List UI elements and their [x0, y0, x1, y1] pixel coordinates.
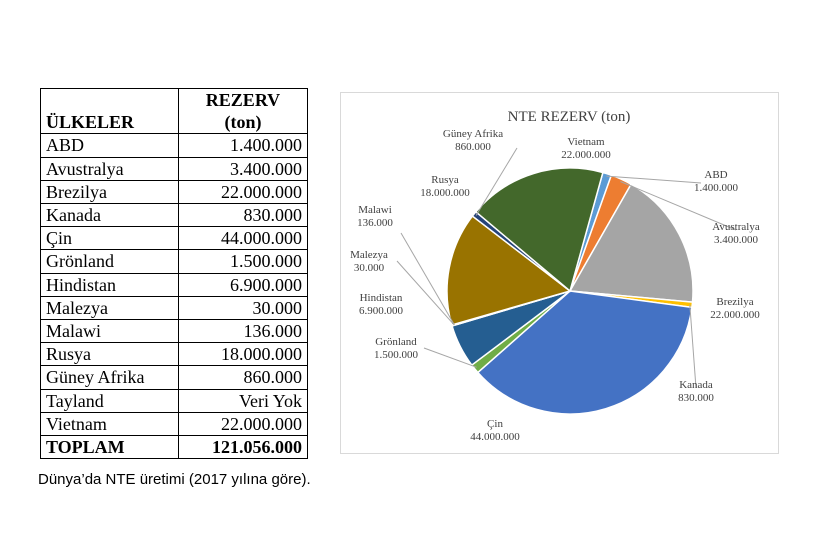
country-cell: ABD	[40, 133, 179, 158]
reserve-cell: 860.000	[178, 365, 308, 390]
figure-caption: Dünya’da NTE üretimi (2017 yılına göre).	[38, 471, 311, 488]
reserve-cell: 1.400.000	[178, 133, 308, 158]
reserve-cell: 18.000.000	[178, 342, 308, 367]
header-reserve-line2: (ton)	[224, 112, 262, 133]
slice-value-label-1: 3.400.000	[714, 234, 759, 246]
country-cell: Tayland	[40, 388, 179, 413]
slice-name-label-6: Hindistan	[360, 292, 403, 304]
leader-line-10	[475, 147, 518, 216]
slice-value-label-2: 22.000.000	[710, 309, 760, 321]
slice-name-label-9: Rusya	[431, 174, 459, 186]
reserve-table: ÜLKELER REZERV (ton) ABD 1.400.000 Avustra…	[40, 87, 308, 460]
slice-name-label-5: Grönland	[375, 336, 417, 348]
slice-value-label-3: 830.000	[678, 392, 714, 404]
reserve-cell: 30.000	[178, 295, 308, 321]
table-row: Kanada 830.000	[40, 203, 308, 228]
header-reserve-line1: REZERV	[205, 90, 281, 110]
table-row: Brezilya 22.000.000	[40, 179, 308, 205]
pie-slice-4	[476, 290, 693, 415]
leader-line-0	[606, 175, 702, 184]
pie-slices	[446, 167, 694, 415]
table-row: ABD 1.400.000	[40, 133, 308, 158]
slice-value-label-11: 22.000.000	[561, 149, 611, 161]
reserve-table-container: ÜLKELER REZERV (ton) ABD 1.400.000 Avustra…	[40, 87, 308, 460]
country-cell: Avustralya	[40, 156, 179, 181]
slice-name-label-7: Malezya	[350, 249, 388, 261]
slice-name-label-1: Avustralya	[712, 221, 760, 233]
table-row: Güney Afrika 860.000	[40, 365, 308, 390]
country-cell: Güney Afrika	[40, 365, 179, 390]
table-row: Grönland 1.500.000	[40, 249, 308, 274]
pie-chart-panel: NTE REZERV (ton) ABD 1.400.000 Avustralya 3…	[340, 92, 779, 454]
chart-title: NTE REZERV (ton)	[508, 109, 631, 125]
country-cell: Grönland	[40, 249, 179, 274]
slice-value-label-4: 44.000.000	[470, 431, 520, 443]
table-row: Vietnam 22.000.000	[40, 411, 308, 437]
table-row: Malawi 136.000	[40, 319, 308, 344]
table-row: Rusya 18.000.000	[40, 342, 308, 367]
table-body: ABD 1.400.000 Avustralya 3.400.000 Brezilya 2…	[40, 133, 308, 437]
slice-name-label-8: Malawi	[358, 204, 392, 216]
reserve-cell: 3.400.000	[178, 156, 308, 181]
slice-value-label-5: 1.500.000	[374, 349, 419, 361]
header-reserve: REZERV (ton)	[178, 87, 308, 135]
reserve-cell: 6.900.000	[178, 272, 308, 297]
slice-value-label-0: 1.400.000	[694, 182, 739, 194]
reserve-cell: 1.500.000	[178, 249, 308, 274]
slice-value-label-7: 30.000	[354, 262, 385, 274]
table-row: Malezya 30.000	[40, 295, 308, 321]
country-cell: Malezya	[40, 295, 179, 321]
leader-line-1	[620, 181, 737, 231]
reserve-cell: 44.000.000	[178, 226, 308, 251]
total-label: TOPLAM	[40, 435, 179, 460]
country-cell: Hindistan	[40, 272, 179, 297]
reserve-cell: 830.000	[178, 203, 308, 228]
table-header-row: ÜLKELER REZERV (ton)	[40, 87, 308, 135]
leader-line-5	[423, 347, 477, 368]
leader-line-7	[396, 260, 455, 326]
slice-name-label-4: Çin	[487, 418, 503, 430]
slice-name-label-2: Brezilya	[716, 296, 753, 308]
table-row: Çin 44.000.000	[40, 226, 308, 251]
slice-name-label-10: Güney Afrika	[443, 128, 503, 140]
pie-leader-lines	[396, 147, 737, 389]
country-cell: Vietnam	[40, 411, 179, 437]
country-cell: Çin	[40, 226, 179, 251]
country-cell: Malawi	[40, 319, 179, 344]
country-cell: Kanada	[40, 203, 179, 228]
leader-line-3	[689, 304, 697, 389]
reserve-cell: Veri Yok	[178, 388, 308, 413]
pie-labels: ABD1.400.000Avustralya3.400.000Brezilya2…	[350, 128, 760, 443]
slice-name-label-0: ABD	[704, 169, 727, 181]
reserve-cell: 22.000.000	[178, 179, 308, 205]
reserve-cell: 136.000	[178, 319, 308, 344]
table-row: Tayland Veri Yok	[40, 388, 308, 413]
table-row: Hindistan 6.900.000	[40, 272, 308, 297]
reserve-cell: 22.000.000	[178, 411, 308, 437]
slice-value-label-10: 860.000	[455, 141, 491, 153]
table-row: Avustralya 3.400.000	[40, 156, 308, 181]
slice-value-label-9: 18.000.000	[420, 187, 470, 199]
leader-line-8	[400, 232, 455, 325]
country-cell: Brezilya	[40, 179, 179, 205]
slice-name-label-3: Kanada	[679, 379, 713, 391]
total-value: 121.056.000	[178, 435, 308, 460]
pie-chart: NTE REZERV (ton) ABD1.400.000Avustralya3…	[350, 109, 760, 443]
table-total-row: TOPLAM 121.056.000	[40, 435, 308, 460]
slice-name-label-11: Vietnam	[567, 136, 605, 148]
country-cell: Rusya	[40, 342, 179, 367]
slice-value-label-6: 6.900.000	[359, 305, 404, 317]
slice-value-label-8: 136.000	[357, 217, 393, 229]
header-country: ÜLKELER	[40, 87, 179, 135]
